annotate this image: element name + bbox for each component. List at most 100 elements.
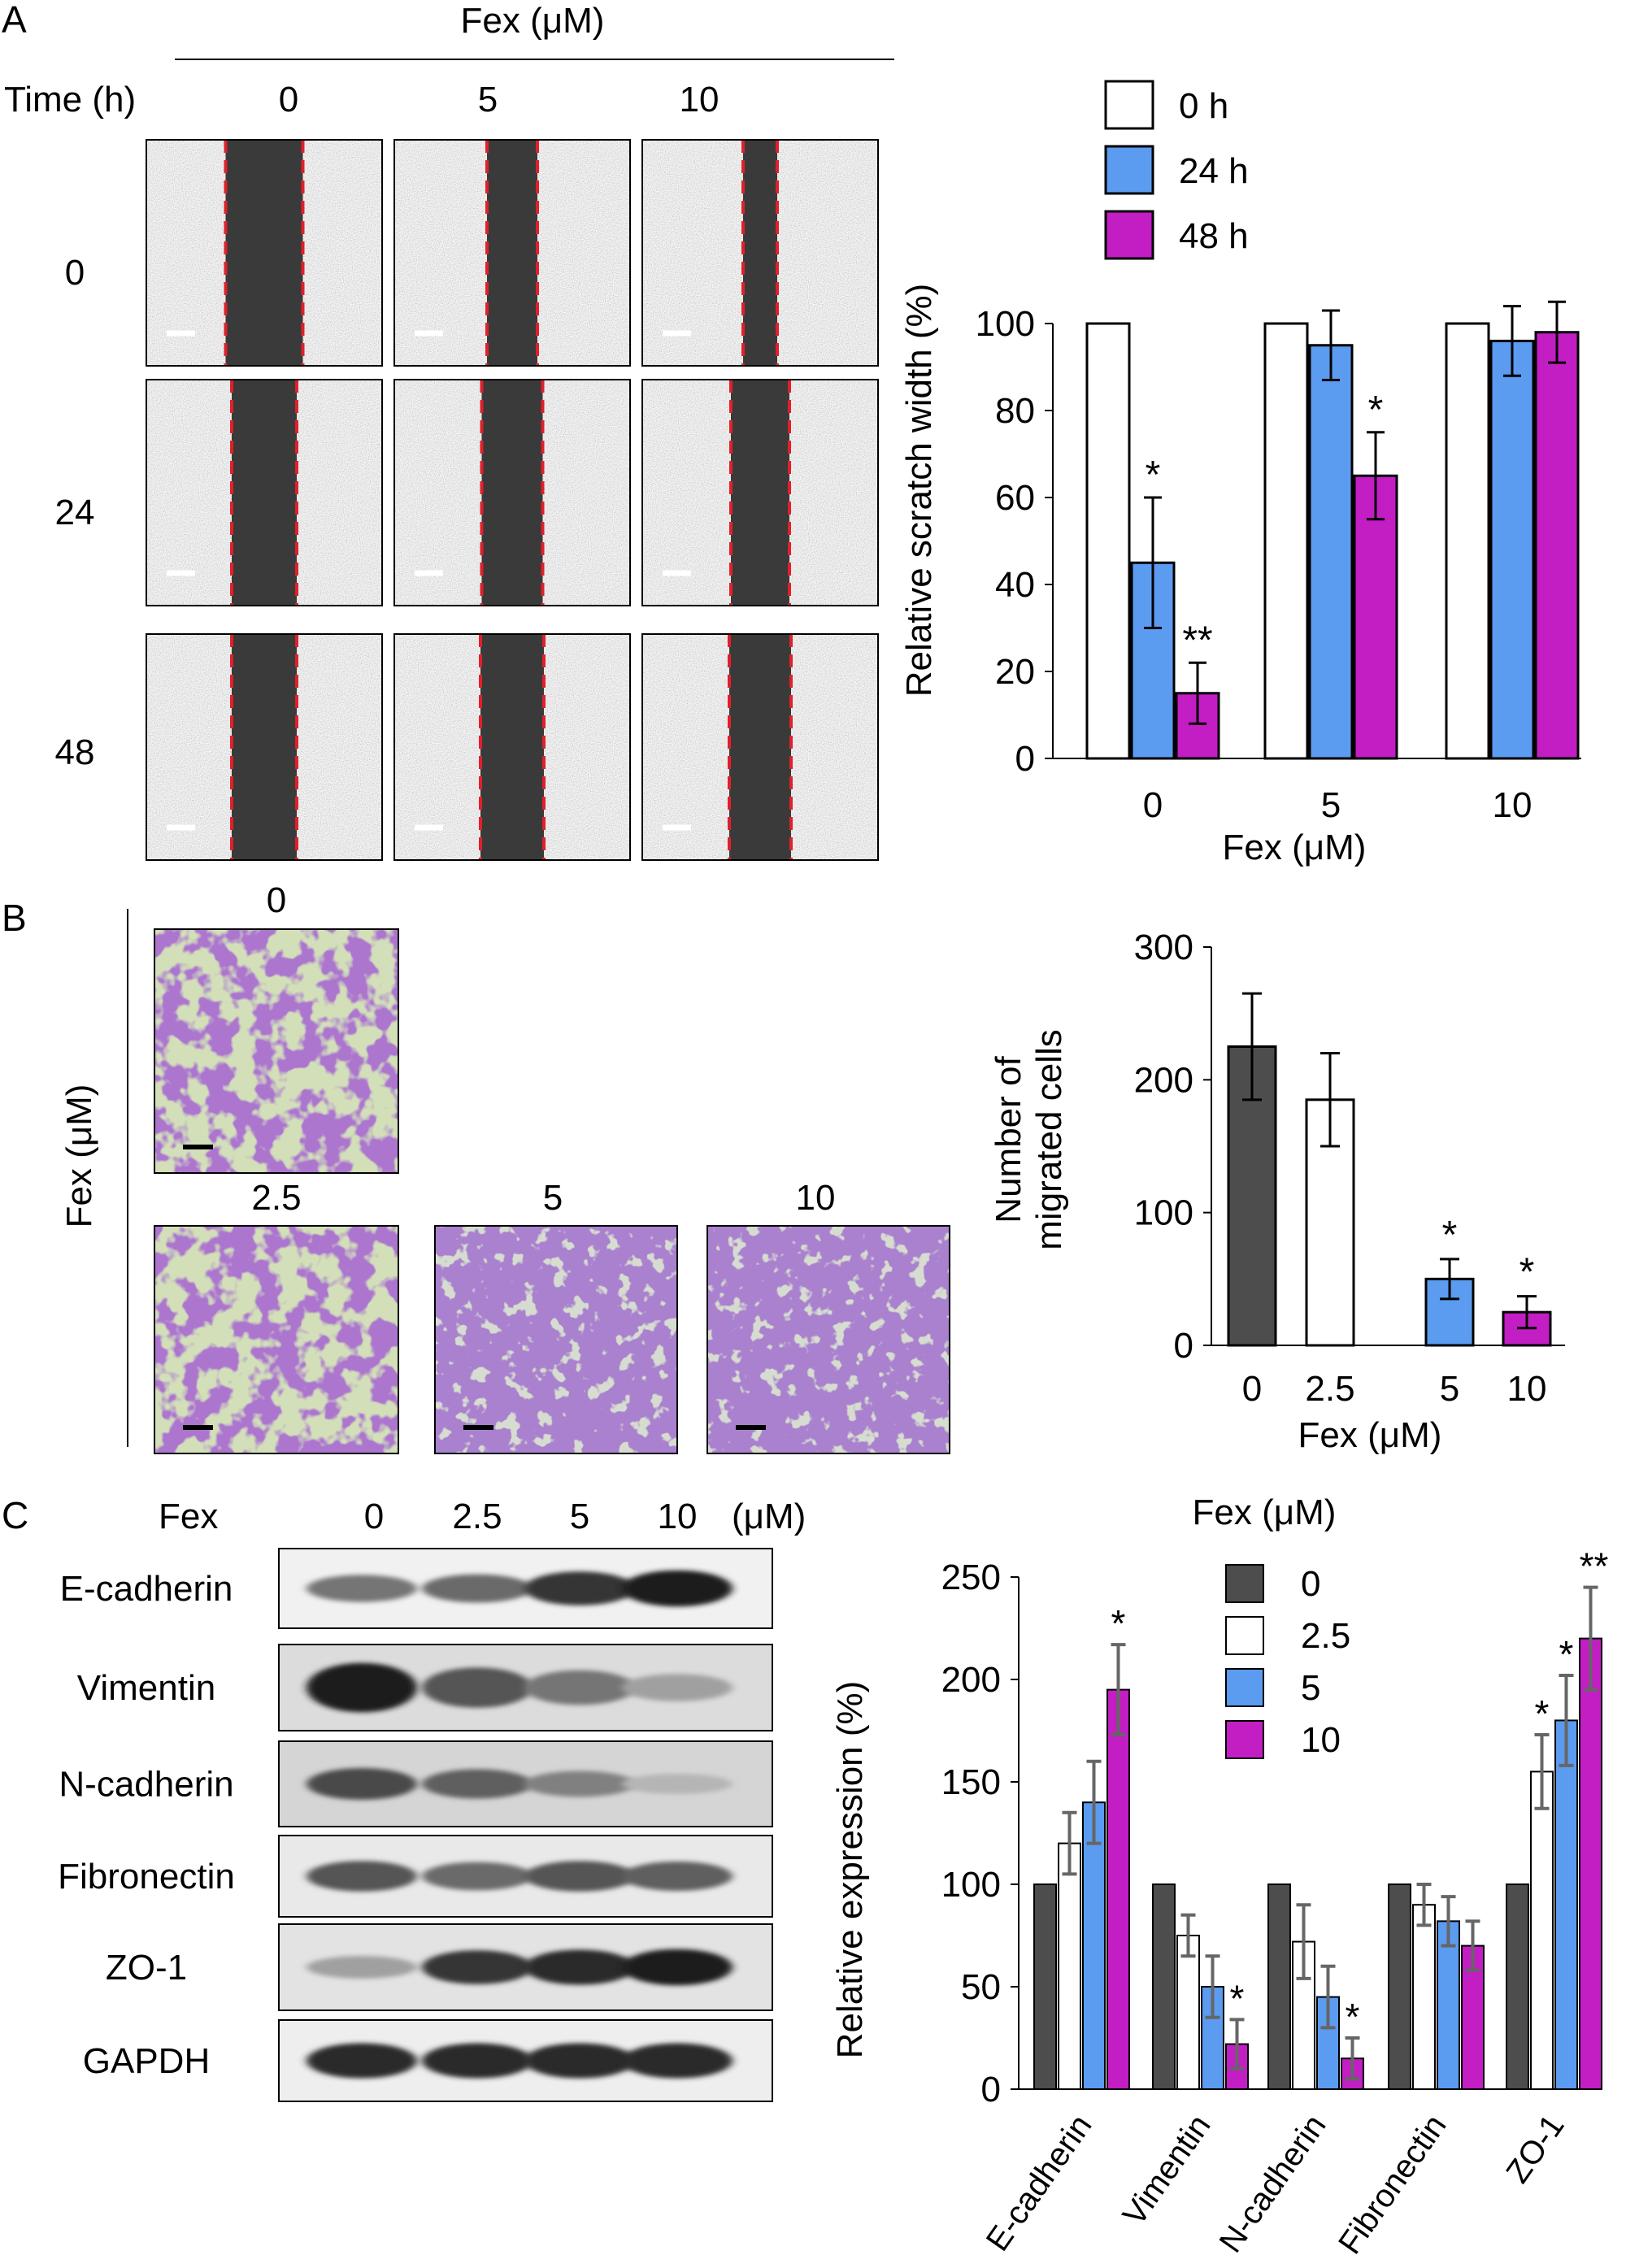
y-tick-label: 60	[995, 478, 1035, 518]
y-tick-label: 50	[961, 1967, 1001, 2007]
bar	[1267, 1883, 1291, 2090]
blot-protein-label: ZO-1	[106, 1948, 187, 1988]
blot-band	[307, 2043, 417, 2079]
panel-b-letter: B	[2, 897, 27, 939]
blot-band	[422, 1950, 533, 1984]
blot-band	[524, 1670, 635, 1705]
transwell-micrograph	[434, 1225, 678, 1454]
y-tick-label: 0	[981, 2070, 1001, 2109]
legend-swatch	[1104, 80, 1154, 130]
bar	[1316, 1996, 1340, 2091]
image-border	[146, 633, 383, 861]
blot-strip	[278, 2019, 773, 2102]
blot-strip	[278, 1923, 773, 2011]
blot-border	[278, 1548, 773, 1629]
legend-label: 48 h	[1179, 216, 1249, 256]
legend-label: 0 h	[1179, 86, 1228, 126]
scratch-gap	[481, 380, 543, 606]
stained-membrane	[435, 1226, 677, 1453]
blot-band	[622, 1570, 733, 1607]
scratch-micrograph	[641, 633, 879, 861]
image-border	[641, 139, 879, 367]
blot-band	[307, 1662, 417, 1713]
stained-membrane	[154, 929, 398, 1173]
legend-swatch	[1225, 1720, 1264, 1759]
significance-marker: *	[1111, 1602, 1126, 1645]
x-axis-label: Fex (μM)	[1223, 828, 1367, 867]
scratch-image-grid	[146, 139, 879, 861]
panel-a-letter: A	[2, 0, 27, 41]
image-border	[154, 928, 399, 1174]
blot-band	[622, 1861, 733, 1892]
blot-band	[422, 1769, 533, 1799]
image-border	[146, 379, 383, 606]
significance-marker: *	[1442, 1214, 1458, 1257]
blot-band	[524, 1571, 635, 1605]
significance-marker: *	[1535, 1692, 1550, 1735]
significance-marker: **	[1580, 1545, 1609, 1588]
bar	[1530, 1771, 1554, 2090]
blot-band	[307, 1575, 417, 1602]
transwell-micrograph	[154, 928, 399, 1174]
blot-protein-label: N-cadherin	[59, 1765, 233, 1805]
blot-protein-label: Fibronectin	[58, 1857, 235, 1897]
image-border	[393, 379, 631, 606]
y-tick-label: 100	[1134, 1193, 1193, 1233]
scratch-col-label: 5	[478, 80, 498, 119]
panel-b: B Fex (μM) 0 2.5 5 10	[2, 880, 950, 1454]
scratch-col-label: 10	[680, 80, 720, 119]
blot-header-fex: Fex	[159, 1497, 218, 1536]
significance-marker: **	[1182, 619, 1212, 662]
legend-label: 0	[1301, 1564, 1320, 1604]
panel-a: A Fex (μM) Time (h) 0 5 10 0 24 48	[2, 0, 894, 861]
blot-band	[422, 1862, 533, 1891]
x-tick-label: Fibronectin	[1332, 2109, 1454, 2261]
blot-band	[422, 2043, 533, 2079]
stained-membrane	[707, 1226, 950, 1453]
y-tick-label: 250	[941, 1558, 1001, 1597]
x-tick-label: ZO-1	[1499, 2109, 1571, 2190]
blot-header-dose: 5	[570, 1497, 589, 1536]
y-tick-label: 150	[941, 1762, 1001, 1802]
x-tick-label: Vimentin	[1116, 2109, 1218, 2232]
bar	[1263, 322, 1309, 760]
blot-border	[278, 1923, 773, 2011]
blot-band	[622, 1774, 733, 1794]
blot-band	[622, 1949, 733, 1986]
image-border	[154, 1225, 399, 1454]
bar	[1176, 1935, 1200, 2090]
scratch-gap	[480, 634, 544, 860]
blot-band	[524, 1949, 635, 1985]
image-border	[641, 379, 879, 606]
transwell-micrograph	[706, 1225, 950, 1454]
blot-header-dose: 10	[658, 1497, 698, 1536]
y-tick-label: 40	[995, 565, 1035, 605]
legend-label: 24 h	[1179, 151, 1249, 191]
blot-border	[278, 1740, 773, 1827]
x-tick-label: 5	[1321, 785, 1341, 825]
western-blot: E-cadherin Vimentin N-cadherin Fibronectin Z…	[58, 1548, 773, 2102]
blot-strip	[278, 1548, 773, 1629]
significance-marker: *	[1230, 1977, 1245, 2019]
bar	[1412, 1904, 1436, 2090]
bar	[1506, 1883, 1529, 2090]
blot-protein-label: GAPDH	[83, 2041, 210, 2081]
fex-header: Fex (μM)	[461, 1, 605, 41]
x-tick-label: E-cadherin	[980, 2109, 1099, 2258]
bar	[1308, 344, 1354, 760]
fex-side-label: Fex (μM)	[59, 1084, 99, 1228]
bar	[1534, 331, 1580, 760]
y-tick-label: 100	[941, 1865, 1001, 1905]
blot-header-dose: 0	[364, 1497, 384, 1536]
blot-strip	[278, 1835, 773, 1918]
y-tick-label: 100	[976, 304, 1035, 344]
scratch-row-label: 48	[55, 732, 95, 772]
y-tick-label: 80	[995, 391, 1035, 431]
blot-strip	[278, 1644, 773, 1731]
scratch-row-label: 24	[55, 493, 95, 532]
legend-swatch	[1104, 210, 1154, 260]
blot-header-unit: (μM)	[732, 1497, 806, 1536]
scratch-micrograph	[393, 633, 631, 861]
blot-border	[278, 2019, 773, 2102]
scratch-gap	[232, 380, 297, 606]
